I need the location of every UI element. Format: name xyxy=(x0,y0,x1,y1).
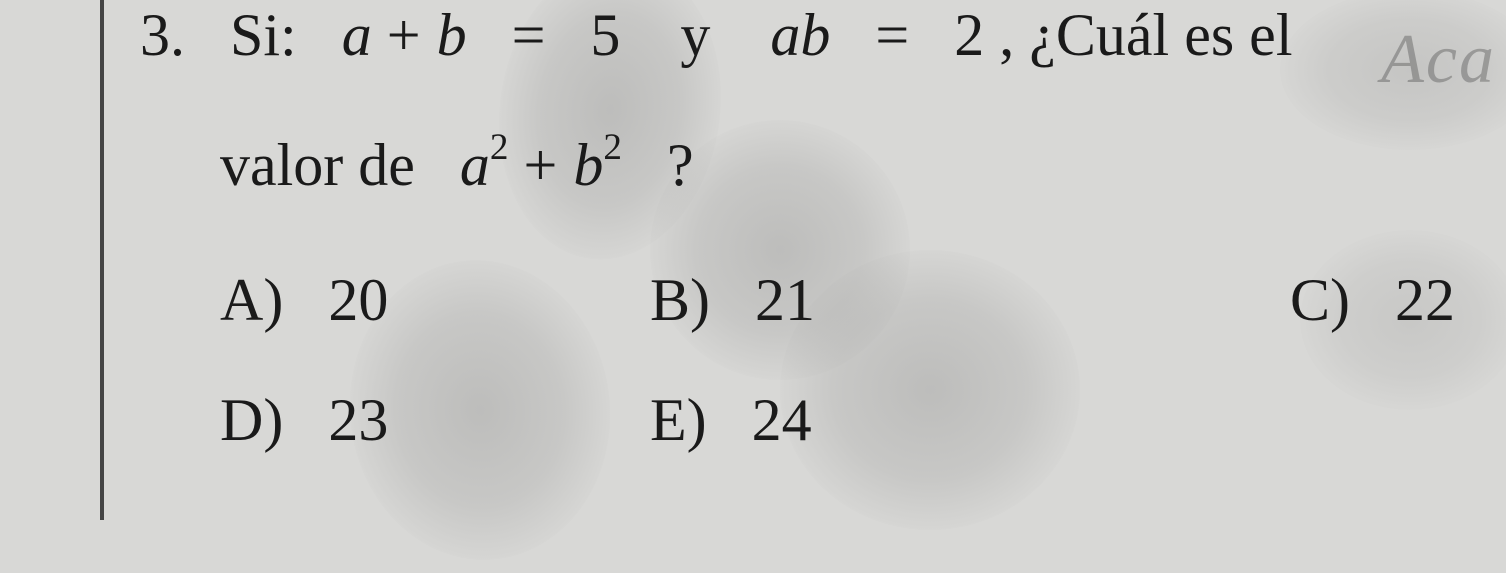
option-d: D) 23 xyxy=(220,390,388,450)
handwriting-mark: Aca xyxy=(1381,20,1496,100)
scan-smudge xyxy=(1280,0,1506,150)
option-b: B) 21 xyxy=(650,270,815,330)
option-c: C) 22 xyxy=(1290,270,1455,330)
plus-sign: + xyxy=(524,132,559,198)
margin-rule xyxy=(100,0,104,520)
option-label: A) xyxy=(220,267,283,333)
equals-sign: = xyxy=(512,2,546,68)
exponent-2: 2 xyxy=(603,127,622,168)
value-5: 5 xyxy=(590,2,620,68)
equals-sign: = xyxy=(875,2,909,68)
line2-prefix: valor de xyxy=(220,132,415,198)
plus-sign: + xyxy=(387,2,422,68)
question-tail: , ¿Cuál es el xyxy=(999,2,1292,68)
option-a: A) 20 xyxy=(220,270,388,330)
question-prefix: Si: xyxy=(230,2,297,68)
question-number: 3. xyxy=(140,2,185,68)
exponent-2: 2 xyxy=(490,127,509,168)
question-line-1: 3. Si: a + b = 5 y ab = 2 , ¿Cuál es el xyxy=(140,5,1292,65)
var-a: a xyxy=(342,2,372,68)
value-2: 2 xyxy=(954,2,984,68)
connector-y: y xyxy=(680,2,710,68)
option-label: B) xyxy=(650,267,710,333)
option-value: 24 xyxy=(752,387,812,453)
scan-smudge xyxy=(780,250,1080,530)
var-b2: b xyxy=(573,132,603,198)
option-label: E) xyxy=(650,387,707,453)
option-value: 20 xyxy=(328,267,388,333)
option-label: D) xyxy=(220,387,283,453)
worksheet-page: Aca 3. Si: a + b = 5 y ab = 2 , ¿Cuál es… xyxy=(0,0,1506,504)
question-line-2: valor de a2 + b2 ? xyxy=(220,135,694,195)
option-e: E) 24 xyxy=(650,390,812,450)
var-ab: ab xyxy=(770,2,830,68)
question-mark: ? xyxy=(667,132,694,198)
option-value: 21 xyxy=(755,267,815,333)
option-label: C) xyxy=(1290,267,1350,333)
option-value: 22 xyxy=(1395,267,1455,333)
var-b: b xyxy=(437,2,467,68)
option-value: 23 xyxy=(328,387,388,453)
var-a2: a xyxy=(460,132,490,198)
